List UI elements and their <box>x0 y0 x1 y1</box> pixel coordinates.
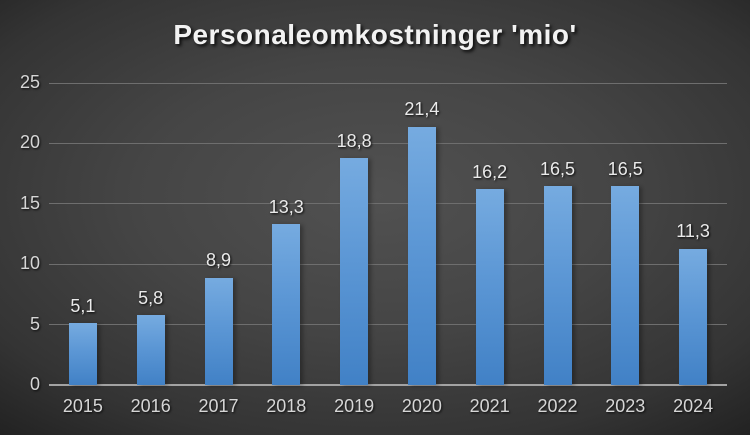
gridline <box>49 142 727 144</box>
y-axis-label: 20 <box>19 132 40 153</box>
x-axis-label: 2022 <box>537 396 578 416</box>
gridline <box>49 82 727 84</box>
x-axis-label: 2015 <box>62 396 103 416</box>
x-axis-line <box>49 384 727 386</box>
x-axis-label: 2017 <box>198 396 239 416</box>
bar-2017 <box>204 277 233 385</box>
plot-area <box>49 82 727 386</box>
bar-value-label: 16,5 <box>607 158 643 179</box>
bar-2023 <box>611 185 640 385</box>
y-axis-label: 15 <box>19 192 40 213</box>
bar-2018 <box>272 224 301 385</box>
chart-title: Personaleomkostninger 'mio' <box>173 19 577 50</box>
bar-2020 <box>407 126 436 385</box>
bar-value-label: 5,1 <box>70 296 96 317</box>
bar-value-label: 11,3 <box>676 221 710 242</box>
x-axis-label: 2024 <box>673 396 714 416</box>
bar-2016 <box>136 314 165 385</box>
y-axis-label: 25 <box>19 72 40 92</box>
bar-2019 <box>340 157 369 385</box>
bar-2015 <box>68 323 97 385</box>
y-axis-label: 5 <box>29 313 40 334</box>
gridline <box>49 324 727 326</box>
bar-value-label: 13,3 <box>268 197 304 218</box>
bar-value-label: 18,8 <box>336 130 372 151</box>
bar-2024 <box>679 248 708 385</box>
x-axis-label: 2019 <box>334 396 375 416</box>
x-axis-label: 2018 <box>266 396 307 416</box>
x-axis-label: 2023 <box>605 396 646 416</box>
bar-2021 <box>475 189 504 385</box>
y-axis-label: 0 <box>29 374 40 394</box>
x-axis-label: 2016 <box>130 396 171 416</box>
x-axis-label: 2021 <box>469 396 510 416</box>
bar-value-label: 16,2 <box>472 162 508 183</box>
bar-2022 <box>543 185 572 385</box>
gridline <box>49 263 727 265</box>
y-axis-label: 10 <box>19 253 40 274</box>
x-axis-label: 2020 <box>401 396 442 416</box>
bar-value-label: 8,9 <box>205 250 232 271</box>
bar-value-label: 16,5 <box>539 158 576 179</box>
gridline <box>49 203 727 205</box>
bar-value-label: 5,8 <box>138 287 164 308</box>
bar-value-label: 21,4 <box>404 99 440 120</box>
